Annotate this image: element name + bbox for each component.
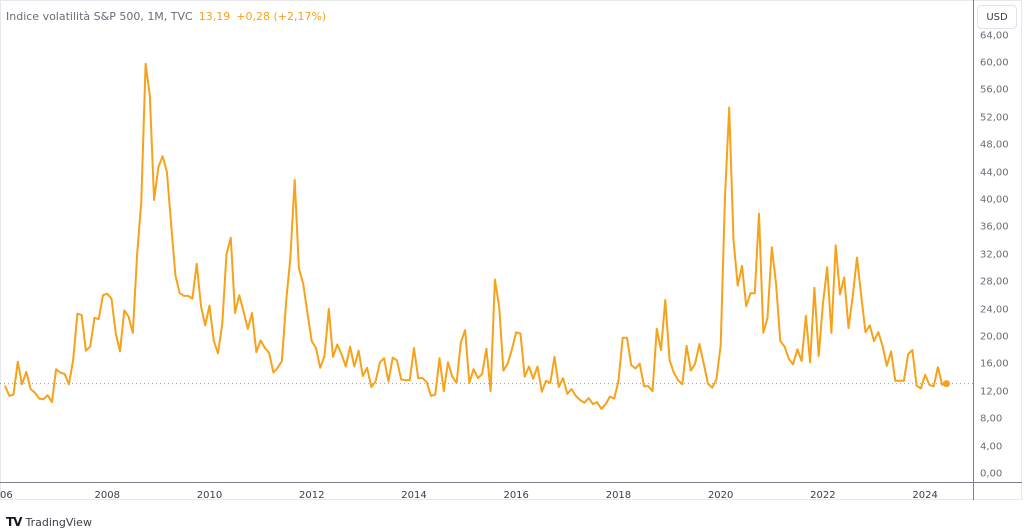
price-axis-divider[interactable]	[973, 0, 974, 500]
price-tick-label: 0,00	[980, 468, 1003, 480]
currency-button[interactable]: USD	[977, 5, 1017, 29]
price-tick-label: 32,00	[980, 249, 1009, 261]
time-tick-label: 2012	[298, 490, 325, 501]
brand-name: TradingView	[25, 515, 92, 529]
price-tick-label: 16,00	[980, 358, 1009, 370]
last-price-dot	[942, 380, 950, 388]
price-tick-label: 40,00	[980, 194, 1009, 206]
price-tick-label: 48,00	[980, 139, 1009, 151]
price-tick-label: 44,00	[980, 167, 1009, 179]
symbol-label[interactable]: Indice volatilità S&P 500, 1M, TVC	[6, 10, 193, 23]
price-tick-label: 4,00	[980, 441, 1003, 453]
last-value: 13,19	[198, 10, 231, 23]
price-tick-label: 20,00	[980, 331, 1009, 343]
price-tick-label: 24,00	[980, 304, 1009, 316]
price-tick-label: 52,00	[980, 112, 1009, 124]
vix-line-series	[4, 62, 947, 410]
price-tick-label: 8,00	[980, 413, 1003, 425]
price-tick-label: 60,00	[980, 57, 1009, 69]
tradingview-logo-icon: TV	[6, 515, 23, 529]
chart-legend: Indice volatilità S&P 500, 1M, TVC 13,19 +…	[6, 10, 326, 23]
price-tick-label: 36,00	[980, 221, 1009, 233]
change-value: +0,28 (+2,17%)	[236, 10, 327, 23]
time-tick-label: 06	[0, 490, 13, 501]
tradingview-brand[interactable]: TV TradingView	[6, 515, 92, 529]
price-tick-label: 64,00	[980, 30, 1009, 42]
time-tick-label: 2016	[503, 490, 529, 501]
price-tick-label: 56,00	[980, 84, 1009, 96]
time-tick-label: 2008	[94, 490, 120, 501]
price-tick-label: 28,00	[980, 276, 1009, 288]
time-tick-label: 2014	[401, 490, 427, 501]
time-tick-label: 2010	[196, 490, 223, 501]
time-tick-label: 2024	[912, 490, 938, 501]
time-tick-label: 2018	[605, 490, 632, 501]
chart-frame	[0, 0, 1022, 500]
time-tick-label: 2020	[707, 490, 734, 501]
time-tick-label: 2022	[810, 490, 836, 501]
price-tick-label: 12,00	[980, 386, 1009, 398]
time-axis-divider[interactable]	[0, 482, 1022, 483]
